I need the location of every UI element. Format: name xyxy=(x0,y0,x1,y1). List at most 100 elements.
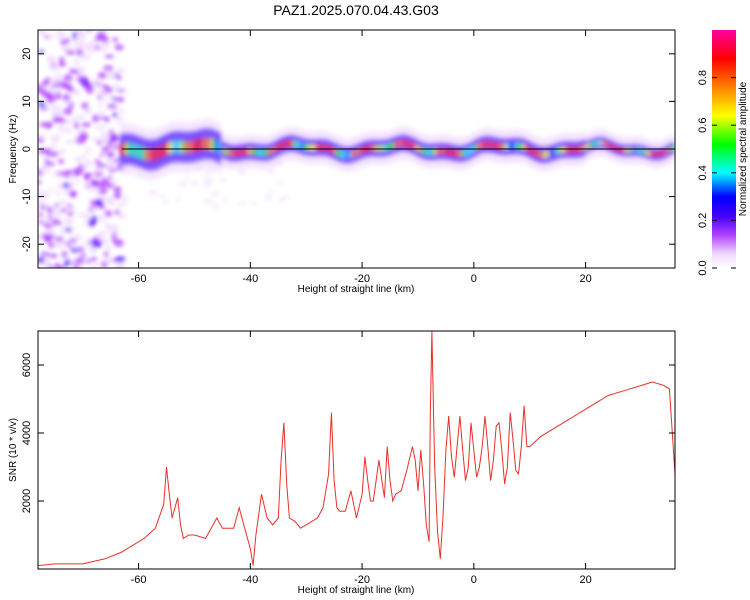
snr-x-label: Height of straight line (km) xyxy=(298,585,415,596)
heat-cell xyxy=(63,259,71,267)
heat-cell xyxy=(63,74,73,82)
heat-cell xyxy=(96,195,105,200)
heat-cell xyxy=(58,56,65,65)
heat-cell xyxy=(61,127,72,133)
heat-cell xyxy=(71,37,79,44)
heat-cell xyxy=(58,158,65,164)
heat-cell xyxy=(276,180,284,184)
heat-cell xyxy=(57,62,67,67)
heat-cell xyxy=(50,253,56,258)
heat-cell xyxy=(65,37,70,45)
snr-y-tick-label: 2000 xyxy=(21,489,33,513)
heat-cell xyxy=(47,206,53,214)
heat-cell xyxy=(38,168,43,177)
heat-cell xyxy=(47,187,54,192)
heat-cell xyxy=(55,73,62,79)
heat-cell xyxy=(91,242,102,249)
heat-cell xyxy=(116,109,126,114)
heat-cell xyxy=(108,163,113,168)
heat-cell xyxy=(670,145,675,152)
heat-cell xyxy=(84,159,93,168)
heat-cell xyxy=(78,132,89,141)
heat-cell xyxy=(44,224,52,229)
heat-cell xyxy=(54,203,59,208)
heat-cell xyxy=(81,102,89,109)
heat-cell xyxy=(91,78,103,85)
snr-x-tick-label: 0 xyxy=(471,574,477,586)
heat-cell xyxy=(60,148,66,155)
heat-cell xyxy=(85,237,93,242)
heat-cell xyxy=(281,196,291,200)
figure-title: PAZ1.2025.070.04.43.G03 xyxy=(273,2,439,18)
snr-y-tick-label: 4000 xyxy=(21,421,33,445)
heat-cell xyxy=(101,36,110,43)
heat-cell xyxy=(67,244,73,248)
heat-cell xyxy=(85,259,91,264)
heat-cell xyxy=(222,197,228,203)
heat-cell xyxy=(58,36,64,43)
heat-cell xyxy=(111,137,118,144)
heat-cell xyxy=(55,236,64,242)
heat-cell xyxy=(80,53,88,60)
snr-y-ticks: 2000 4000 6000 xyxy=(21,353,675,513)
heat-cell xyxy=(90,263,96,268)
heat-cell xyxy=(116,88,126,92)
heat-cell xyxy=(59,227,66,234)
heat-cell xyxy=(72,234,83,242)
heat-cell xyxy=(38,211,43,218)
heat-cell xyxy=(203,183,211,189)
heat-cell xyxy=(150,190,159,195)
heat-cell xyxy=(85,244,94,248)
spectrogram-x-tick-label: 20 xyxy=(579,273,591,285)
colorbar-ticks: 0.0 0.2 0.4 0.6 0.8 xyxy=(697,70,736,276)
heat-cell xyxy=(39,252,51,256)
heat-cell xyxy=(48,57,58,65)
heat-cell xyxy=(97,95,102,100)
heat-cell xyxy=(111,97,120,101)
heat-cell xyxy=(39,219,44,225)
heat-cell xyxy=(41,191,50,200)
heat-cell xyxy=(99,116,110,120)
heat-cell xyxy=(73,264,80,268)
heat-cell xyxy=(118,211,126,220)
heat-cell xyxy=(117,96,125,103)
heat-cell xyxy=(92,114,99,123)
heat-cell xyxy=(94,262,100,268)
heat-cell xyxy=(104,210,113,218)
heat-cell xyxy=(73,244,79,250)
heat-cell xyxy=(210,191,220,196)
heat-cell xyxy=(104,257,113,265)
heat-cell xyxy=(190,181,200,186)
heat-cell xyxy=(38,188,44,197)
heat-cell xyxy=(66,203,72,208)
heat-cell xyxy=(69,226,75,231)
heat-cell xyxy=(110,142,121,147)
heat-cell xyxy=(68,218,74,226)
heat-cell xyxy=(99,153,105,157)
colorbar-gradient xyxy=(712,30,736,268)
heat-cell xyxy=(97,72,108,79)
spectrogram-heatmap xyxy=(38,30,675,268)
heat-cell xyxy=(100,84,110,89)
heat-cell xyxy=(264,195,272,201)
heat-cell xyxy=(52,211,63,218)
heat-cell xyxy=(42,260,52,268)
heat-cell xyxy=(70,139,79,143)
heat-cell xyxy=(81,122,92,128)
heat-cell xyxy=(69,117,77,122)
snr-frame xyxy=(37,330,676,570)
heat-cell xyxy=(113,186,122,193)
heat-cell xyxy=(100,97,109,102)
heat-cell xyxy=(77,37,84,43)
heat-cell xyxy=(88,207,93,212)
heat-cell xyxy=(104,238,109,245)
snr-y-tick-label: 6000 xyxy=(21,353,33,377)
heat-cell xyxy=(38,199,45,208)
heat-cell xyxy=(63,107,73,116)
heat-cell xyxy=(38,180,43,185)
spectrogram-y-label: Frequency (Hz) xyxy=(8,115,19,184)
snr-x-tick-label: 20 xyxy=(579,574,591,586)
heat-cell xyxy=(42,235,52,241)
heat-cell xyxy=(84,213,93,221)
spectrogram-y-tick-label: 0 xyxy=(21,146,33,152)
